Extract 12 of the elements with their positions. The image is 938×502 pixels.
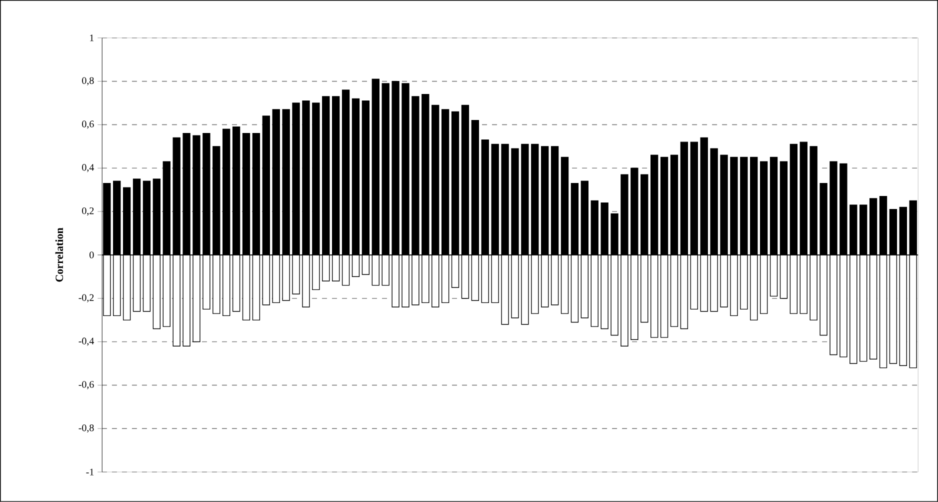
y-tick-label: 0 bbox=[90, 252, 94, 258]
y-tick-label: 0,4 bbox=[82, 164, 94, 172]
y-tick-label: 0,6 bbox=[82, 120, 94, 129]
y-tick-label: -0,2 bbox=[78, 294, 94, 302]
y-tick-label: -0,8 bbox=[78, 424, 94, 433]
y-tick-label: 0,8 bbox=[82, 77, 94, 86]
y-tick-label: 0,2 bbox=[82, 207, 94, 216]
y-tick-label: -0,6 bbox=[78, 381, 94, 390]
y-tick-label: -1 bbox=[86, 468, 94, 476]
y-tick-label: -0,4 bbox=[78, 338, 94, 346]
y-axis-title: Correlation bbox=[55, 228, 64, 282]
y-tick-label: 1 bbox=[90, 34, 94, 42]
